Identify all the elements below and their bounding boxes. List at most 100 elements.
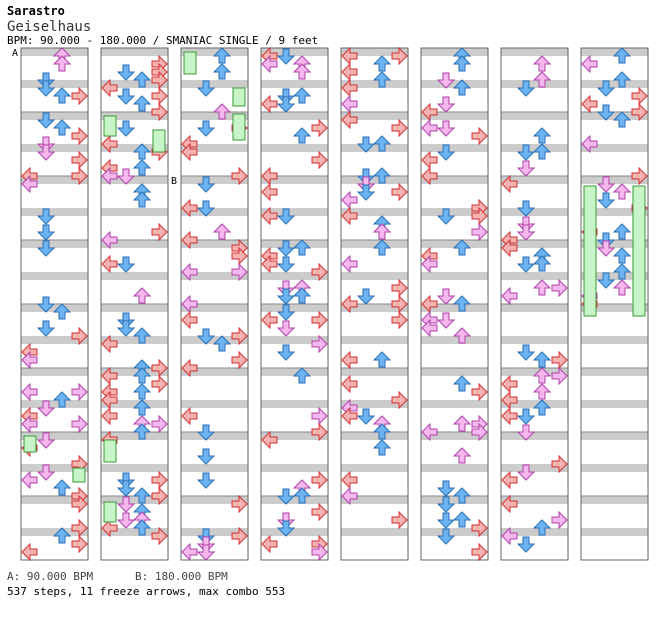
up-arrow-icon xyxy=(452,55,472,72)
right-arrow-icon xyxy=(391,278,408,298)
right-arrow-icon xyxy=(311,310,328,330)
up-arrow-icon xyxy=(452,79,472,96)
right-arrow-icon xyxy=(471,222,488,242)
left-arrow-icon xyxy=(421,166,438,186)
left-arrow-icon xyxy=(341,374,358,394)
down-arrow-icon xyxy=(36,240,56,257)
left-arrow-icon xyxy=(341,406,358,426)
left-arrow-icon xyxy=(261,310,278,330)
down-arrow-icon xyxy=(356,408,376,425)
up-arrow-icon xyxy=(532,383,552,400)
bpm-legend-a: A: 90.000 BPM xyxy=(7,570,94,583)
down-arrow-icon xyxy=(196,424,216,441)
right-arrow-icon xyxy=(71,166,88,186)
freeze-arrow-icon xyxy=(583,185,597,317)
left-arrow-icon xyxy=(341,110,358,130)
down-arrow-icon xyxy=(116,496,136,513)
right-arrow-icon xyxy=(391,510,408,530)
freeze-arrow-icon xyxy=(103,439,117,463)
right-arrow-icon xyxy=(311,334,328,354)
up-arrow-icon xyxy=(52,391,72,408)
down-arrow-icon xyxy=(276,96,296,113)
up-arrow-icon xyxy=(612,183,632,200)
down-arrow-icon xyxy=(36,144,56,161)
right-arrow-icon xyxy=(231,326,248,346)
up-arrow-icon xyxy=(132,519,152,536)
up-arrow-icon xyxy=(212,223,232,240)
left-arrow-icon xyxy=(101,254,118,274)
right-arrow-icon xyxy=(311,542,328,562)
down-arrow-icon xyxy=(516,344,536,361)
left-arrow-icon xyxy=(101,518,118,538)
right-arrow-icon xyxy=(391,390,408,410)
left-arrow-icon xyxy=(181,230,198,250)
right-arrow-icon xyxy=(471,382,488,402)
up-arrow-icon xyxy=(212,103,232,120)
up-arrow-icon xyxy=(292,87,312,104)
left-arrow-icon xyxy=(341,94,358,114)
left-arrow-icon xyxy=(501,374,518,394)
down-arrow-icon xyxy=(36,400,56,417)
right-arrow-icon xyxy=(471,518,488,538)
left-arrow-icon xyxy=(181,542,198,562)
up-arrow-icon xyxy=(612,247,632,264)
freeze-arrow-icon xyxy=(103,115,117,137)
left-arrow-icon xyxy=(261,206,278,226)
right-arrow-icon xyxy=(391,310,408,330)
left-arrow-icon xyxy=(21,542,38,562)
up-arrow-icon xyxy=(132,487,152,504)
left-arrow-icon xyxy=(341,486,358,506)
left-arrow-icon xyxy=(341,190,358,210)
down-arrow-icon xyxy=(436,120,456,137)
freeze-arrow-icon xyxy=(183,51,197,75)
right-arrow-icon xyxy=(551,350,568,370)
right-arrow-icon xyxy=(551,510,568,530)
down-arrow-icon xyxy=(196,80,216,97)
left-arrow-icon xyxy=(341,78,358,98)
up-arrow-icon xyxy=(532,519,552,536)
right-arrow-icon xyxy=(231,494,248,514)
freeze-arrow-icon xyxy=(232,113,246,141)
down-arrow-icon xyxy=(276,256,296,273)
down-arrow-icon xyxy=(116,64,136,81)
up-arrow-icon xyxy=(452,487,472,504)
bpm-marker-a: A xyxy=(12,48,19,59)
left-arrow-icon xyxy=(101,230,118,250)
freeze-arrow-icon xyxy=(152,129,166,153)
up-arrow-icon xyxy=(212,63,232,80)
up-arrow-icon xyxy=(532,367,552,384)
down-arrow-icon xyxy=(596,176,616,193)
up-arrow-icon xyxy=(52,303,72,320)
right-arrow-icon xyxy=(71,86,88,106)
up-arrow-icon xyxy=(532,143,552,160)
left-arrow-icon xyxy=(421,318,438,338)
down-arrow-icon xyxy=(276,304,296,321)
right-arrow-icon xyxy=(631,102,648,122)
left-arrow-icon xyxy=(501,286,518,306)
right-arrow-icon xyxy=(71,326,88,346)
left-arrow-icon xyxy=(101,406,118,426)
down-arrow-icon xyxy=(276,208,296,225)
left-arrow-icon xyxy=(181,198,198,218)
up-arrow-icon xyxy=(452,375,472,392)
down-arrow-icon xyxy=(36,464,56,481)
right-arrow-icon xyxy=(151,70,168,90)
right-arrow-icon xyxy=(151,102,168,122)
right-arrow-icon xyxy=(151,470,168,490)
column-frame xyxy=(580,47,649,561)
up-arrow-icon xyxy=(132,71,152,88)
up-arrow-icon xyxy=(292,487,312,504)
right-arrow-icon xyxy=(391,46,408,66)
right-arrow-icon xyxy=(391,294,408,314)
up-arrow-icon xyxy=(532,279,552,296)
down-arrow-icon xyxy=(516,424,536,441)
down-arrow-icon xyxy=(436,528,456,545)
down-arrow-icon xyxy=(116,120,136,137)
right-arrow-icon xyxy=(311,262,328,282)
left-arrow-icon xyxy=(261,166,278,186)
right-arrow-icon xyxy=(471,542,488,562)
right-arrow-icon xyxy=(231,246,248,266)
up-arrow-icon xyxy=(132,143,152,160)
left-arrow-icon xyxy=(421,294,438,314)
left-arrow-icon xyxy=(341,46,358,66)
